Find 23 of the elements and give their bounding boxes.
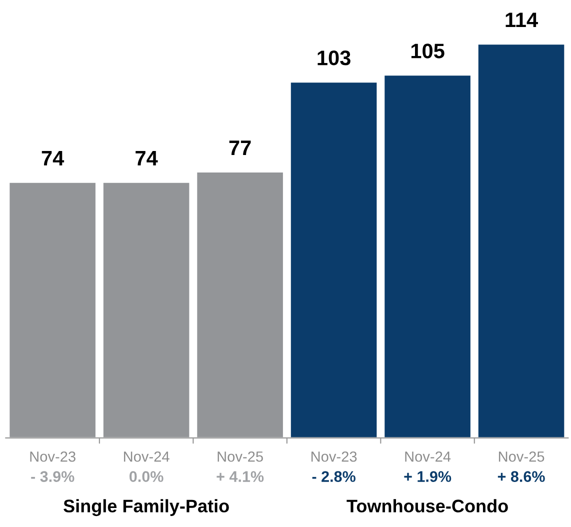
x-tick-label: Nov-24 xyxy=(124,451,170,462)
data-label: 74 xyxy=(136,150,158,166)
data-label: 77 xyxy=(229,140,251,155)
data-label: 105 xyxy=(411,44,444,58)
text: + 1.9% xyxy=(404,471,452,482)
text: Single Family-Patio xyxy=(64,499,229,516)
text: + 4.1% xyxy=(216,471,264,482)
text: - 3.9% xyxy=(31,471,74,482)
text: - 2.8% xyxy=(312,471,356,482)
x-tick-label: Nov-23 xyxy=(30,451,76,462)
text: 0.0% xyxy=(130,471,164,482)
data-label: 74 xyxy=(42,150,64,166)
x-tick-label: Nov-23 xyxy=(311,451,357,462)
data-label: 114 xyxy=(506,12,538,28)
x-tick-label: Nov-25 xyxy=(498,451,544,462)
text: + 8.6% xyxy=(498,471,545,482)
x-tick-label: Nov-25 xyxy=(218,451,263,462)
text: Townhouse-Condo xyxy=(346,499,508,512)
bar xyxy=(476,43,566,438)
x-tick-label: Nov-24 xyxy=(405,451,451,462)
data-label: 103 xyxy=(318,50,350,66)
bar xyxy=(290,81,378,438)
bar xyxy=(383,74,472,438)
